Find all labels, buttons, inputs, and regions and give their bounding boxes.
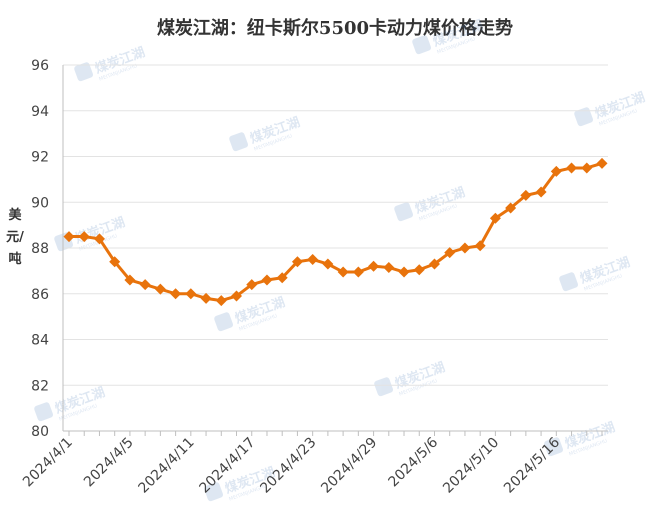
x-tick-label: 2024/5/16 xyxy=(501,434,563,496)
series-line xyxy=(69,161,603,303)
x-tick-label: 2024/4/29 xyxy=(318,435,380,497)
x-tick-labels: 2024/4/1 2024/4/52024/4/112024/4/172024/4… xyxy=(20,434,563,496)
x-tick-label: 2024/4/11 xyxy=(136,435,198,497)
data-point xyxy=(368,260,380,272)
data-point xyxy=(428,258,440,270)
data-point xyxy=(322,258,334,270)
data-point xyxy=(398,266,410,278)
x-tick-label: 2024/5/10 xyxy=(440,435,502,497)
data-point xyxy=(109,256,121,268)
data-point xyxy=(520,189,532,201)
data-point xyxy=(550,165,562,177)
data-point xyxy=(231,290,243,302)
y-tick-labels: 80 82 84 86 88 90 92 94 96 xyxy=(31,58,49,440)
y-tick-label: 90 xyxy=(31,195,49,211)
y-tick-label: 88 xyxy=(31,241,49,257)
data-point xyxy=(352,266,364,278)
data-point xyxy=(459,242,471,254)
data-point xyxy=(185,288,197,300)
y-tick-label: 84 xyxy=(31,333,49,349)
data-point xyxy=(215,295,227,307)
y-tick-label: 82 xyxy=(31,378,49,394)
y-tick-label: 94 xyxy=(31,104,49,120)
data-point xyxy=(307,253,319,265)
data-point xyxy=(566,162,578,174)
data-point xyxy=(93,233,105,245)
data-point xyxy=(444,247,456,259)
axes xyxy=(62,65,608,436)
x-tick-label: 2024/4/23 xyxy=(257,435,319,497)
data-point xyxy=(291,256,303,268)
x-tick-label: 2024/5/6 xyxy=(386,434,442,490)
data-point xyxy=(474,240,486,252)
data-point xyxy=(78,231,90,243)
data-point xyxy=(124,274,136,286)
data-point xyxy=(489,212,501,224)
data-point xyxy=(276,272,288,284)
data-point xyxy=(413,264,425,276)
x-tick-label: 2024/4/1 xyxy=(20,435,76,491)
price-series xyxy=(63,157,608,307)
chart-title: 煤炭江湖：纽卡斯尔5500卡动力煤价格走势 xyxy=(156,18,514,39)
data-point xyxy=(337,266,349,278)
data-point xyxy=(170,288,182,300)
x-tick-label: 2024/4/5 xyxy=(81,435,137,491)
data-point xyxy=(383,261,395,273)
y-tick-label: 80 xyxy=(31,424,49,440)
y-tick-label: 86 xyxy=(31,287,49,303)
data-point xyxy=(200,292,212,304)
y-tick-label: 96 xyxy=(31,58,49,74)
y-tick-label: 92 xyxy=(31,150,49,166)
data-point xyxy=(63,231,75,243)
data-point xyxy=(505,202,517,214)
data-point xyxy=(596,157,608,169)
data-point xyxy=(154,283,166,295)
data-point xyxy=(246,279,258,291)
data-point xyxy=(139,279,151,291)
y-axis-label: 美元/吨 xyxy=(6,208,24,267)
data-point xyxy=(261,274,273,286)
gridlines xyxy=(63,64,608,432)
data-point xyxy=(535,186,547,198)
data-point xyxy=(581,162,593,174)
